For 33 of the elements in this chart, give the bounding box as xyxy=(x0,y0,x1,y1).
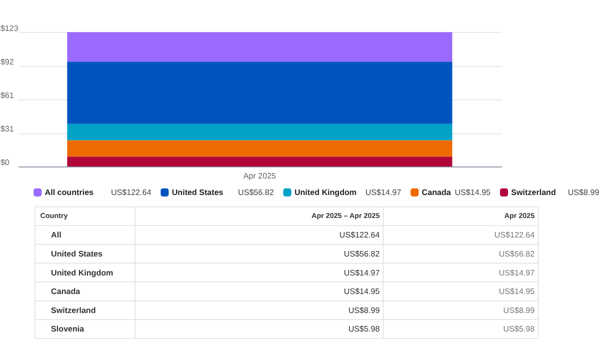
text: US$122.64 xyxy=(110,188,152,198)
text: US$8.99 xyxy=(503,306,536,315)
text: US$14.97 xyxy=(498,268,536,278)
legend-label: United States xyxy=(172,188,224,198)
text: US$56.82 xyxy=(344,249,380,258)
y-tick-label: $123 xyxy=(0,24,19,33)
text: United States xyxy=(51,249,103,258)
text: United Kingdom xyxy=(51,268,114,278)
text: US$14.97 xyxy=(365,188,402,198)
legend-label: United Kingdom xyxy=(294,188,357,198)
text: Slovenia xyxy=(51,324,85,334)
text: US$14.95 xyxy=(454,188,492,198)
legend-label: Canada xyxy=(422,188,452,198)
y-tick-label: $92 xyxy=(0,57,14,66)
y-tick-label: $61 xyxy=(0,90,14,100)
text: All xyxy=(51,230,62,240)
text: US$8.99 xyxy=(568,188,600,198)
y-tick-label: $0 xyxy=(0,158,10,168)
text: US$14.95 xyxy=(344,287,380,296)
text: US$14.97 xyxy=(344,268,380,278)
text: US$8.99 xyxy=(348,306,380,315)
text: US$122.64 xyxy=(339,230,380,240)
text: US$5.98 xyxy=(348,324,380,334)
text: US$14.95 xyxy=(498,287,536,296)
legend-label: All countries xyxy=(44,188,94,198)
text: US$5.98 xyxy=(503,324,536,334)
text: Switzerland xyxy=(51,306,96,315)
text: Canada xyxy=(51,287,81,296)
y-tick-label: $31 xyxy=(0,124,14,134)
text: US$56.82 xyxy=(238,188,274,198)
legend-label: Switzerland xyxy=(511,188,556,198)
text: US$122.64 xyxy=(494,230,536,240)
text: US$56.82 xyxy=(498,249,536,258)
